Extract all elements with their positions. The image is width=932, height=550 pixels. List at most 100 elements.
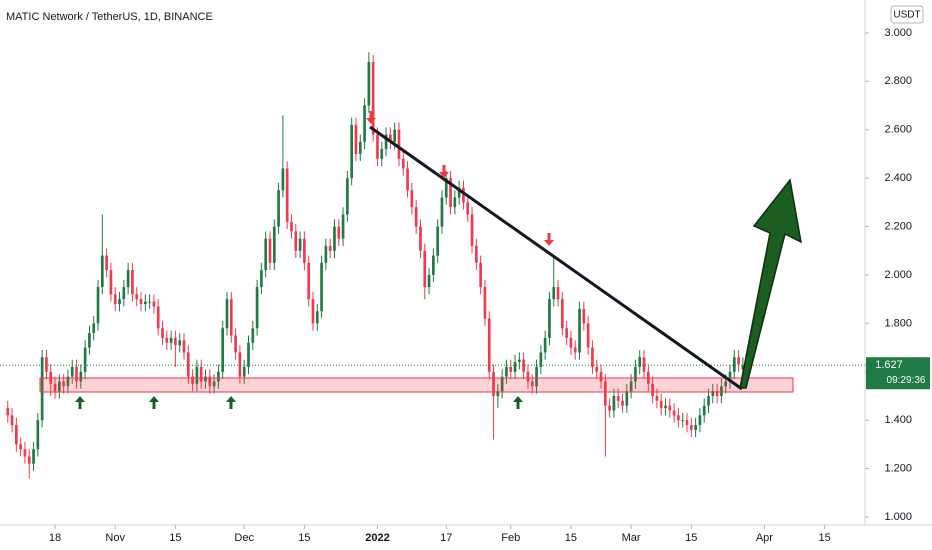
candle-body xyxy=(268,238,272,263)
candle-body xyxy=(698,415,702,426)
up-arrow xyxy=(513,396,523,409)
candle-body xyxy=(294,231,298,251)
candle-body xyxy=(393,129,396,142)
candle-body xyxy=(92,323,96,334)
candle-body xyxy=(513,362,517,372)
candle-body xyxy=(487,318,491,372)
candle-body xyxy=(505,366,508,377)
y-tick-label: 1.000 xyxy=(884,511,912,523)
candle-body xyxy=(427,274,431,288)
x-tick-label: 15 xyxy=(298,532,310,544)
candle-body xyxy=(595,366,599,372)
projection-arrow xyxy=(739,178,802,389)
candle-body xyxy=(118,299,121,305)
down-arrow xyxy=(366,111,376,124)
candle-body xyxy=(70,366,74,377)
candle-body xyxy=(681,420,685,422)
candle-body xyxy=(6,408,10,416)
candle-body xyxy=(522,359,525,372)
candle-body xyxy=(371,61,375,135)
candle-body xyxy=(285,168,289,222)
candle-body xyxy=(642,357,646,372)
candle-body xyxy=(397,129,401,159)
candle-body xyxy=(406,168,409,191)
candle-body xyxy=(303,238,306,263)
candle-body xyxy=(634,366,637,382)
candle-body xyxy=(728,371,732,382)
candle-body xyxy=(720,386,723,396)
candle-body xyxy=(367,61,371,106)
candle-body xyxy=(573,347,577,353)
candle-body xyxy=(195,366,199,384)
chart-title: MATIC Network / TetherUS, 1D, BINANCE xyxy=(6,11,213,23)
candle-body xyxy=(638,357,642,367)
currency-label: USDT xyxy=(893,10,920,21)
candle-body xyxy=(251,328,255,343)
x-tick-label: Apr xyxy=(756,532,773,544)
candle-body xyxy=(19,444,22,450)
candle-body xyxy=(711,391,715,396)
candle-body xyxy=(354,124,358,154)
candle-body xyxy=(79,371,83,382)
candle-body xyxy=(346,178,349,215)
trend-line xyxy=(369,125,743,391)
candle-body xyxy=(449,178,452,208)
candle-body xyxy=(470,214,474,246)
candle-body xyxy=(23,449,27,457)
candle-body xyxy=(113,294,117,305)
candle-body xyxy=(466,202,470,215)
candle-body xyxy=(109,270,113,295)
candle-body xyxy=(178,340,182,346)
candle-body xyxy=(664,405,667,409)
candle-body xyxy=(143,301,147,305)
y-tick-label: 3.000 xyxy=(884,27,912,39)
candle-body xyxy=(414,207,418,227)
y-tick-label: 2.800 xyxy=(884,75,912,87)
candle-body xyxy=(255,287,259,329)
y-tick-label: 1.200 xyxy=(884,463,912,475)
candle-body xyxy=(290,221,293,232)
y-tick-label: 2.400 xyxy=(884,172,912,184)
candle-body xyxy=(732,357,736,372)
candle-body xyxy=(500,376,504,392)
candle-body xyxy=(578,308,581,353)
candle-body xyxy=(169,337,173,343)
candle-body xyxy=(131,270,134,295)
candle-body xyxy=(27,456,31,464)
candle-body xyxy=(156,306,160,329)
y-tick-label: 1.400 xyxy=(884,414,912,426)
countdown-label: 09:29:36 xyxy=(887,375,926,386)
candle-body xyxy=(45,357,48,372)
candle-body xyxy=(518,359,521,363)
candle-body xyxy=(599,371,603,382)
candle-body xyxy=(182,340,186,353)
candle-body xyxy=(341,214,345,239)
time-axis xyxy=(0,525,865,550)
candle-body xyxy=(208,376,212,387)
candle-body xyxy=(315,311,319,324)
y-tick-label: 2.600 xyxy=(884,124,912,136)
candle-body xyxy=(548,299,551,338)
candle-body xyxy=(457,187,461,198)
candle-body xyxy=(122,287,126,300)
candle-body xyxy=(10,415,14,426)
candle-body xyxy=(242,366,246,377)
candle-body xyxy=(423,250,427,288)
candle-body xyxy=(204,376,207,382)
candle-body xyxy=(234,335,237,353)
candle-body xyxy=(152,301,156,307)
candle-body xyxy=(539,352,543,367)
candle-body xyxy=(337,226,341,239)
candle-body xyxy=(410,190,414,208)
candle-body xyxy=(40,357,44,421)
candle-body xyxy=(702,405,706,416)
candle-body xyxy=(453,197,457,208)
candle-body xyxy=(191,376,194,384)
candle-body xyxy=(530,381,534,387)
candle-body xyxy=(694,425,697,430)
candle-body xyxy=(655,395,659,401)
candle-body xyxy=(462,187,465,203)
y-tick-label: 2.000 xyxy=(884,269,912,281)
